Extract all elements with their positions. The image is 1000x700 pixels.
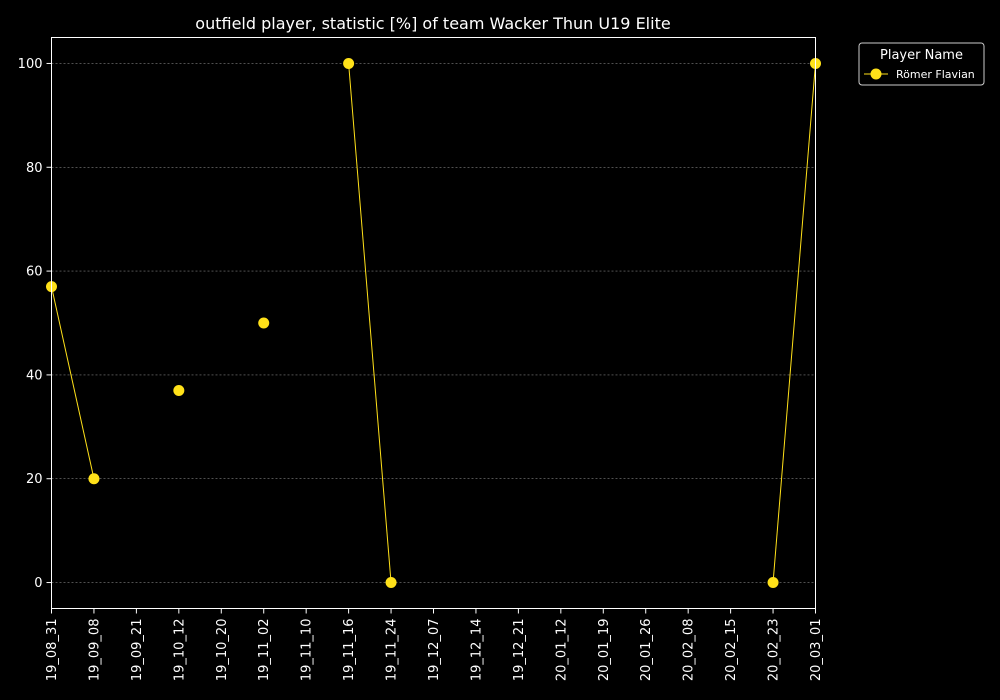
x-tick-label: 20_01_26 (639, 619, 654, 682)
x-tick-label: 20_01_19 (597, 619, 612, 682)
x-tick-label: 20_02_23 (767, 619, 782, 682)
legend-box (858, 42, 985, 86)
y-tick-label: 40 (26, 368, 43, 383)
legend-entry-label: Römer Flavian (896, 68, 975, 81)
x-tick-label: 19_11_02 (257, 619, 272, 682)
y-tick-label: 60 (26, 265, 43, 280)
x-tick-label: 20_03_01 (809, 619, 824, 682)
x-tick-label: 19_08_31 (45, 619, 60, 682)
data-point (767, 577, 779, 589)
x-tick-label: 20_02_08 (682, 619, 697, 682)
y-tick-label: 80 (26, 161, 43, 176)
data-point (88, 473, 100, 485)
data-point (173, 384, 185, 396)
x-axis: 19_08_31 19_09_08 19_09_21 19_10_12 19_10_20… (45, 608, 824, 682)
x-tick-label: 20_01_12 (554, 619, 569, 682)
y-tick-label: 100 (18, 57, 43, 72)
x-tick-label: 19_12_21 (512, 619, 527, 682)
y-axis: 0 20 40 60 80 100 (18, 57, 52, 591)
y-tick-label: 0 (34, 576, 42, 591)
x-tick-label: 19_09_21 (130, 619, 145, 682)
gridlines (51, 63, 816, 583)
x-tick-label: 19_11_24 (385, 619, 400, 682)
series-line-segment (348, 63, 392, 583)
data-point (343, 57, 355, 69)
legend-title: Player Name (880, 48, 963, 63)
x-tick-label: 19_11_10 (300, 619, 315, 682)
x-tick-label: 19_09_08 (87, 619, 102, 682)
chart-title: outfield player, statistic [%] of team W… (195, 14, 670, 33)
data-point (385, 577, 397, 589)
y-tick-label: 20 (26, 472, 43, 487)
x-tick-label: 19_10_20 (215, 619, 230, 682)
x-tick-label: 19_12_14 (469, 619, 484, 682)
series-line-segment (51, 286, 95, 479)
x-tick-label: 19_12_07 (427, 619, 442, 682)
x-tick-label: 20_02_15 (724, 619, 739, 682)
data-point (258, 317, 270, 329)
x-tick-label: 19_10_12 (172, 619, 187, 682)
legend: Player Name Römer Flavian (858, 42, 985, 86)
legend-dot-marker (870, 68, 882, 80)
x-tick-label: 19_11_16 (342, 619, 357, 682)
series-line-segment (772, 63, 816, 583)
plot-frame (51, 37, 816, 609)
